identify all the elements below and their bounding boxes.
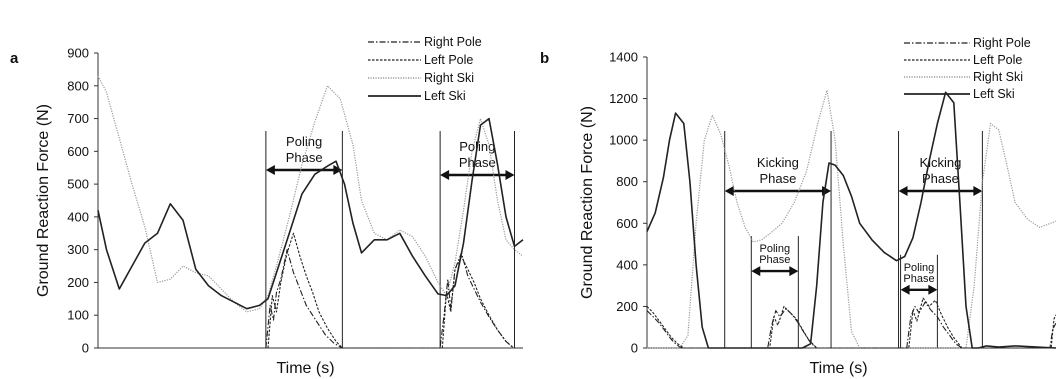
y-tick-label: 400: [67, 209, 89, 224]
series-line-left-ski: [97, 117, 524, 310]
legend-label: Right Pole: [973, 36, 1031, 50]
legend-label: Left Ski: [973, 87, 1015, 101]
legend: Right Pole Left Pole Right Ski Left Ski: [368, 35, 482, 103]
phase-arrow-head: [789, 266, 799, 277]
y-tick-label: 900: [67, 46, 89, 61]
y-tick-label: 1400: [609, 50, 638, 65]
legend: Right Pole Left Pole Right Ski Left Ski: [904, 36, 1031, 101]
legend-label: Left Pole: [973, 53, 1022, 67]
phase-arrow-head: [751, 266, 761, 277]
phase-arrow-head: [900, 284, 910, 295]
y-tick-label: 800: [67, 78, 89, 93]
y-tick-label: 200: [67, 275, 89, 290]
phase-arrow-head: [973, 186, 983, 196]
y-tick-label: 700: [67, 111, 89, 126]
series-line-left-pole: [646, 297, 1056, 349]
x-axis-label: Time (s): [809, 360, 867, 377]
legend-label: Right Pole: [424, 35, 482, 49]
phase-label: Poling: [760, 243, 791, 255]
phase-label: Kicking: [919, 155, 961, 170]
phase-label: Phase: [759, 254, 790, 266]
legend-label: Left Pole: [424, 53, 473, 67]
series-line-right-ski: [97, 75, 524, 313]
y-tick-label: 0: [631, 341, 638, 356]
y-tick-label: 200: [616, 299, 638, 314]
y-tick-label: 400: [616, 257, 638, 272]
legend-label: Right Ski: [424, 71, 474, 85]
y-tick-label: 0: [82, 341, 89, 356]
y-tick-label: 1200: [609, 91, 638, 106]
phase-arrow-head: [505, 170, 515, 180]
y-tick-label: 300: [67, 242, 89, 257]
phase-arrow-head: [898, 186, 908, 196]
phase-arrow-head: [265, 165, 275, 175]
phase-label: Phase: [459, 155, 496, 170]
phase-arrow-head: [440, 170, 450, 180]
phase-label: Poling: [286, 134, 322, 149]
phase-label: Phase: [759, 171, 796, 186]
y-tick-label: 500: [67, 177, 89, 192]
phase-label: Phase: [922, 171, 959, 186]
y-axis-label: Ground Reaction Force (N): [579, 106, 596, 299]
series-line-left-ski: [646, 91, 1056, 349]
y-tick-label: 1000: [609, 133, 638, 148]
y-tick-label: 600: [67, 144, 89, 159]
panel-a: a 0 100 200 300 400 500 600 700 800 900 Time (s) Gro…: [10, 35, 524, 377]
legend-label: Left Ski: [424, 89, 466, 103]
phase-arrow-head: [724, 186, 734, 196]
phase-arrow-head: [928, 284, 938, 295]
panel-letter-a: a: [10, 50, 19, 67]
series-line-right-pole: [265, 249, 514, 349]
x-axis-label: Time (s): [276, 360, 334, 377]
series-line-right-ski: [647, 89, 1056, 349]
panel-letter-b: b: [540, 50, 549, 67]
phase-label: Poling: [904, 262, 935, 274]
phase-label: Kicking: [757, 155, 799, 170]
phase-label: Phase: [903, 273, 934, 285]
series-line-left-pole: [267, 232, 514, 349]
y-axis-label: Ground Reaction Force (N): [35, 104, 52, 297]
y-tick-label: 600: [616, 216, 638, 231]
phase-arrow-head: [333, 165, 343, 175]
y-tick-label: 800: [616, 174, 638, 189]
y-tick-label: 100: [67, 308, 89, 323]
legend-label: Right Ski: [973, 70, 1023, 84]
panel-b: b 0 200 400 600 800 1000 1200 1400 Time (s) Ground…: [540, 36, 1056, 377]
